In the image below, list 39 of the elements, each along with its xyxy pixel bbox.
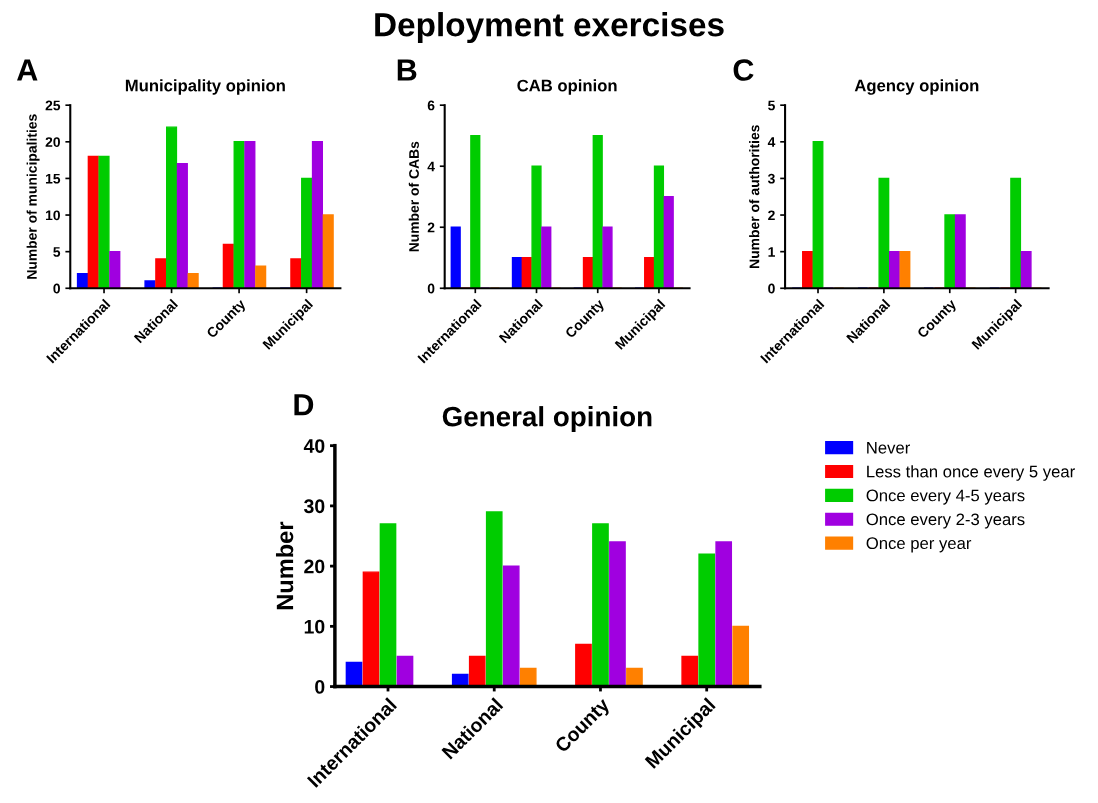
y-tick-label: 0 (768, 283, 775, 294)
chart-title: CAB opinion (517, 79, 617, 95)
y-tick-label: 5 (768, 100, 775, 111)
y-tick-label: 25 (45, 100, 61, 111)
text: A (17, 59, 38, 81)
y-tick-label: 30 (303, 499, 325, 514)
legend-label: Never (867, 442, 910, 454)
text: Deployment exercises (375, 12, 724, 44)
chart-title: Municipality opinion (125, 79, 285, 95)
y-tick-label: 0 (315, 680, 325, 694)
y-axis-title: Number of municipalities (26, 114, 40, 279)
text: C (733, 59, 754, 81)
y-tick-label: 1 (768, 247, 775, 257)
y-tick-label: 10 (304, 619, 325, 634)
y-tick-label: 4 (767, 137, 776, 147)
y-axis-title: Number (275, 521, 294, 610)
y-tick-label: 10 (45, 210, 60, 221)
y-tick-label: 2 (427, 222, 435, 233)
legend-label: Once every 4-5 years (866, 489, 1025, 505)
y-tick-label: 15 (45, 173, 61, 184)
legend-label: Less than once every 5 year (867, 465, 1075, 481)
y-tick-label: 6 (427, 100, 435, 111)
y-tick-label: 4 (427, 161, 435, 172)
y-tick-label: 20 (304, 559, 325, 574)
y-axis-title: Number of authorities (749, 125, 760, 268)
legend-label: Once every 2-3 years (866, 513, 1025, 529)
y-tick-label: 20 (45, 137, 60, 147)
y-tick-label: 5 (53, 247, 61, 257)
y-tick-label: 0 (427, 283, 435, 294)
chart-title: General opinion (442, 406, 652, 432)
y-tick-label: 0 (53, 283, 60, 294)
y-tick-label: 40 (303, 439, 325, 453)
chart-title: Agency opinion (854, 79, 979, 95)
legend-label: Once per year (866, 537, 972, 553)
text: D (294, 394, 314, 416)
text: B (397, 59, 417, 81)
y-tick-label: 2 (768, 210, 775, 221)
y-axis-title: Number of CABs (408, 141, 419, 252)
y-tick-label: 3 (767, 173, 775, 184)
